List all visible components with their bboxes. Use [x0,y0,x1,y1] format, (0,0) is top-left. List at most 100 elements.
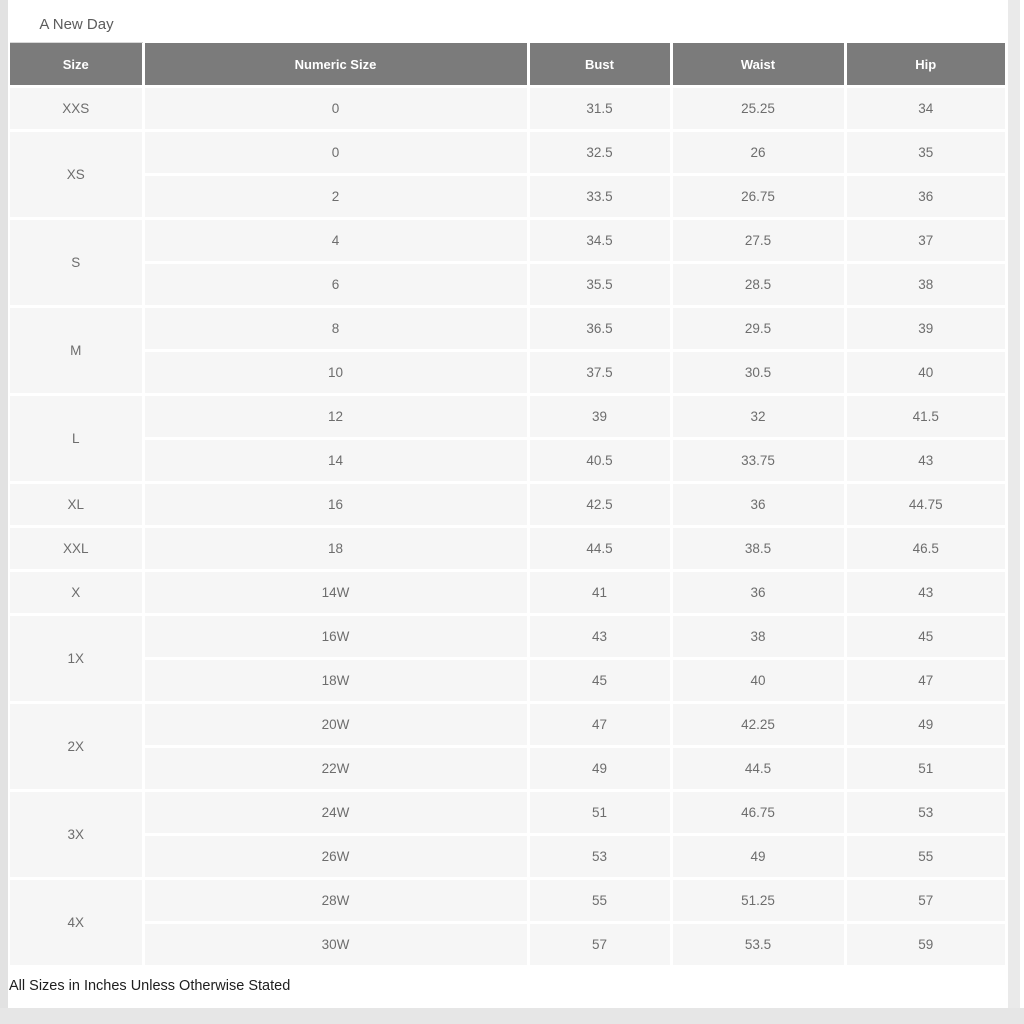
value-cell: 42.5 [526,481,671,527]
value-cell: 22W [141,745,528,791]
value-cell: 0 [141,85,528,131]
value-cell: 34 [843,85,1005,131]
table-body: XXS 0 31.5 25.25 34 XS 0 32.5 26 35 2 33.5 26.75 36 S 4… [10,85,1005,965]
value-cell: 37 [843,217,1005,263]
bottom-edge-strip [0,1008,1024,1024]
value-cell: 38 [669,613,845,659]
value-cell: 57 [526,921,671,965]
value-cell: 40.5 [526,437,671,483]
value-cell: 43 [526,613,671,659]
table-row: X 14W 41 36 43 [10,569,1005,615]
value-cell: 44.5 [669,745,845,791]
size-chart-table: Size Numeric Size Bust Waist Hip XXS 0 31.5 25.… [10,43,1005,965]
value-cell: 33.75 [669,437,845,483]
value-cell: 53 [526,833,671,879]
value-cell: 42.25 [669,701,845,747]
table-row: 30W 57 53.5 59 [10,921,1005,965]
value-cell: 25.25 [669,85,845,131]
value-cell: 36.5 [526,305,671,351]
value-cell: 47 [526,701,671,747]
value-cell: 57 [843,877,1005,923]
value-cell: 10 [141,349,528,395]
value-cell: 26 [669,129,845,175]
value-cell: 59 [843,921,1005,965]
value-cell: 29.5 [669,305,845,351]
table-row: 6 35.5 28.5 38 [10,261,1005,307]
value-cell: 34.5 [526,217,671,263]
size-cell: XS [10,129,143,219]
header-row: Size Numeric Size Bust Waist Hip [10,43,1005,87]
table-row: 18W 45 40 47 [10,657,1005,703]
value-cell: 47 [843,657,1005,703]
value-cell: 53 [843,789,1005,835]
value-cell: 8 [141,305,528,351]
value-cell: 36 [669,481,845,527]
table-row: XXS 0 31.5 25.25 34 [10,85,1005,131]
value-cell: 40 [843,349,1005,395]
value-cell: 45 [526,657,671,703]
value-cell: 45 [843,613,1005,659]
value-cell: 49 [526,745,671,791]
value-cell: 49 [669,833,845,879]
table-row: 4X 28W 55 51.25 57 [10,877,1005,965]
table-row: XS 0 32.5 26 35 [10,129,1005,219]
size-cell: XL [10,481,143,527]
size-chart-panel: A New Day Size Numeric Size Bust Waist Hip X… [8,0,1020,1008]
table-row: XL 16 42.5 36 44.75 [10,481,1005,527]
size-cell: X [10,569,143,615]
column-header-size: Size [10,43,143,87]
value-cell: 26W [141,833,528,879]
value-cell: 24W [141,789,528,835]
value-cell: 41.5 [843,393,1005,439]
size-cell: 1X [10,613,143,703]
size-cell: 3X [10,789,143,879]
value-cell: 46.5 [843,525,1005,571]
table-row: XXL 18 44.5 38.5 46.5 [10,525,1005,571]
value-cell: 53.5 [669,921,845,965]
size-cell: XXS [10,85,143,131]
value-cell: 39 [843,305,1005,351]
tab-a-new-day[interactable]: A New Day [10,0,143,43]
value-cell: 55 [843,833,1005,879]
value-cell: 16W [141,613,528,659]
column-header-hip: Hip [843,43,1005,87]
value-cell: 36 [669,569,845,615]
table-row: 26W 53 49 55 [10,833,1005,879]
value-cell: 28W [141,877,528,923]
value-cell: 32 [669,393,845,439]
value-cell: 51 [843,745,1005,791]
value-cell: 40 [669,657,845,703]
value-cell: 46.75 [669,789,845,835]
size-cell: S [10,217,143,307]
table-row: 10 37.5 30.5 40 [10,349,1005,395]
value-cell: 44.5 [526,525,671,571]
value-cell: 6 [141,261,528,307]
table-row: 2 33.5 26.75 36 [10,173,1005,219]
value-cell: 35 [843,129,1005,175]
value-cell: 12 [141,393,528,439]
value-cell: 2 [141,173,528,219]
value-cell: 39 [526,393,671,439]
size-cell: 4X [10,877,143,965]
value-cell: 41 [526,569,671,615]
left-edge-strip [0,0,8,1024]
table-row: 3X 24W 51 46.75 53 [10,789,1005,879]
value-cell: 30W [141,921,528,965]
column-header-waist: Waist [669,43,845,87]
size-cell: XXL [10,525,143,571]
value-cell: 38 [843,261,1005,307]
table-row: S 4 34.5 27.5 37 [10,217,1005,307]
value-cell: 27.5 [669,217,845,263]
table-row: L 12 39 32 41.5 [10,393,1005,483]
table-row: M 8 36.5 29.5 39 [10,305,1005,395]
value-cell: 35.5 [526,261,671,307]
value-cell: 44.75 [843,481,1005,527]
value-cell: 43 [843,437,1005,483]
value-cell: 43 [843,569,1005,615]
value-cell: 30.5 [669,349,845,395]
table-header: Size Numeric Size Bust Waist Hip [10,43,1005,87]
value-cell: 33.5 [526,173,671,219]
units-note: All Sizes in Inches Unless Otherwise Sta… [9,978,291,994]
value-cell: 38.5 [669,525,845,571]
value-cell: 55 [526,877,671,923]
